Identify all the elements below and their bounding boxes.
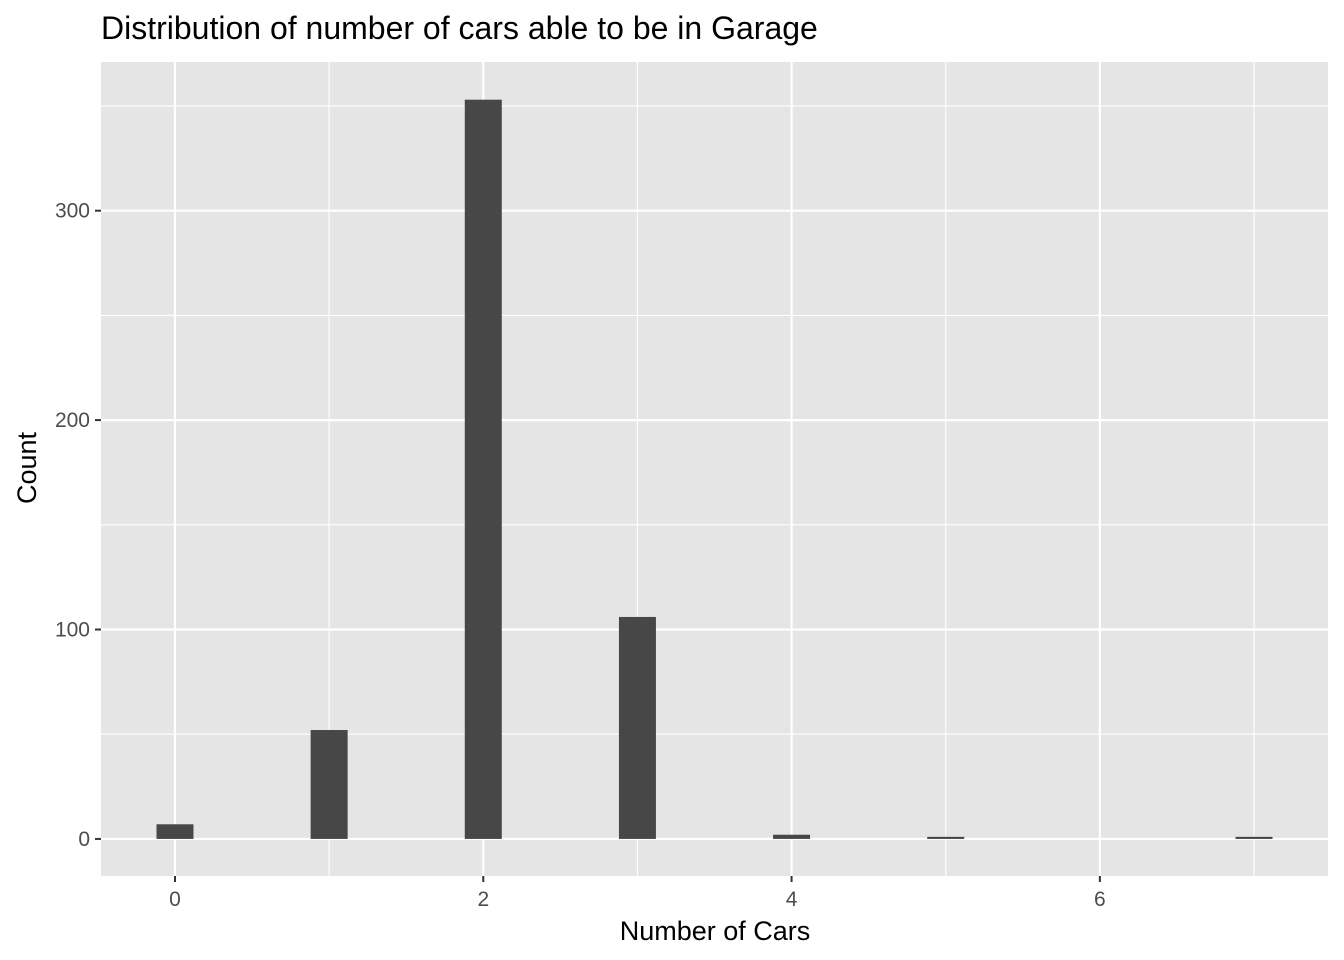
histogram-bar <box>927 836 965 839</box>
x-tick-label: 0 <box>169 888 181 911</box>
y-axis-title: Count <box>12 431 42 504</box>
x-axis: 0 2 4 6 <box>169 876 1106 911</box>
y-axis: 0 100 200 300 <box>55 200 101 851</box>
x-tick-label: 4 <box>786 888 798 911</box>
x-axis-title: Number of Cars <box>620 916 811 946</box>
histogram-bar <box>618 616 656 839</box>
minor-gridlines <box>101 62 1328 876</box>
y-tick-label: 300 <box>55 200 90 223</box>
histogram-bar <box>156 824 194 839</box>
y-tick-label: 0 <box>78 828 90 851</box>
y-tick-label: 200 <box>55 409 90 432</box>
y-tick-label: 100 <box>55 619 90 642</box>
chart-title: Distribution of number of cars able to b… <box>101 10 818 46</box>
histogram-bar <box>310 730 348 839</box>
histogram-bar <box>464 99 502 839</box>
histogram-bar <box>1235 836 1273 839</box>
x-tick-label: 2 <box>477 888 489 911</box>
bars <box>156 99 1273 839</box>
plot-panel <box>101 62 1328 876</box>
histogram-bar <box>773 834 811 839</box>
x-tick-label: 6 <box>1094 888 1106 911</box>
